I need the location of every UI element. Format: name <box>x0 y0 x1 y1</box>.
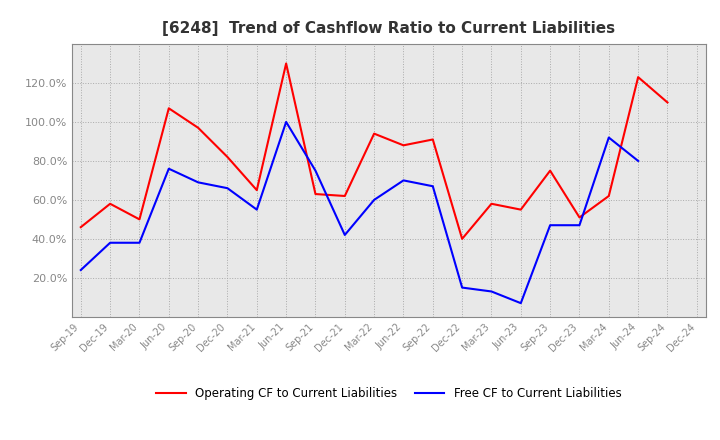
Operating CF to Current Liabilities <box>575 215 584 220</box>
Free CF to Current Liabilities <box>487 289 496 294</box>
Free CF to Current Liabilities <box>341 232 349 238</box>
Operating CF to Current Liabilities <box>516 207 525 212</box>
Free CF to Current Liabilities <box>164 166 173 171</box>
Operating CF to Current Liabilities <box>194 125 202 130</box>
Free CF to Current Liabilities <box>516 301 525 306</box>
Operating CF to Current Liabilities <box>370 131 379 136</box>
Operating CF to Current Liabilities <box>546 168 554 173</box>
Operating CF to Current Liabilities <box>135 217 144 222</box>
Operating CF to Current Liabilities <box>282 61 290 66</box>
Operating CF to Current Liabilities <box>634 74 642 80</box>
Operating CF to Current Liabilities <box>605 193 613 198</box>
Free CF to Current Liabilities <box>575 223 584 228</box>
Legend: Operating CF to Current Liabilities, Free CF to Current Liabilities: Operating CF to Current Liabilities, Fre… <box>151 383 626 405</box>
Free CF to Current Liabilities <box>634 158 642 164</box>
Free CF to Current Liabilities <box>253 207 261 212</box>
Free CF to Current Liabilities <box>282 119 290 125</box>
Line: Free CF to Current Liabilities: Free CF to Current Liabilities <box>81 122 638 303</box>
Free CF to Current Liabilities <box>135 240 144 246</box>
Operating CF to Current Liabilities <box>106 201 114 206</box>
Free CF to Current Liabilities <box>458 285 467 290</box>
Free CF to Current Liabilities <box>399 178 408 183</box>
Free CF to Current Liabilities <box>605 135 613 140</box>
Free CF to Current Liabilities <box>106 240 114 246</box>
Line: Operating CF to Current Liabilities: Operating CF to Current Liabilities <box>81 63 667 239</box>
Operating CF to Current Liabilities <box>663 100 672 105</box>
Operating CF to Current Liabilities <box>223 154 232 160</box>
Operating CF to Current Liabilities <box>487 201 496 206</box>
Operating CF to Current Liabilities <box>428 137 437 142</box>
Free CF to Current Liabilities <box>194 180 202 185</box>
Free CF to Current Liabilities <box>76 268 85 273</box>
Operating CF to Current Liabilities <box>399 143 408 148</box>
Operating CF to Current Liabilities <box>458 236 467 242</box>
Title: [6248]  Trend of Cashflow Ratio to Current Liabilities: [6248] Trend of Cashflow Ratio to Curren… <box>162 21 616 36</box>
Free CF to Current Liabilities <box>428 183 437 189</box>
Free CF to Current Liabilities <box>223 186 232 191</box>
Free CF to Current Liabilities <box>370 197 379 202</box>
Free CF to Current Liabilities <box>311 168 320 173</box>
Operating CF to Current Liabilities <box>311 191 320 197</box>
Operating CF to Current Liabilities <box>253 187 261 193</box>
Free CF to Current Liabilities <box>546 223 554 228</box>
Operating CF to Current Liabilities <box>164 106 173 111</box>
Operating CF to Current Liabilities <box>76 224 85 230</box>
Operating CF to Current Liabilities <box>341 193 349 198</box>
